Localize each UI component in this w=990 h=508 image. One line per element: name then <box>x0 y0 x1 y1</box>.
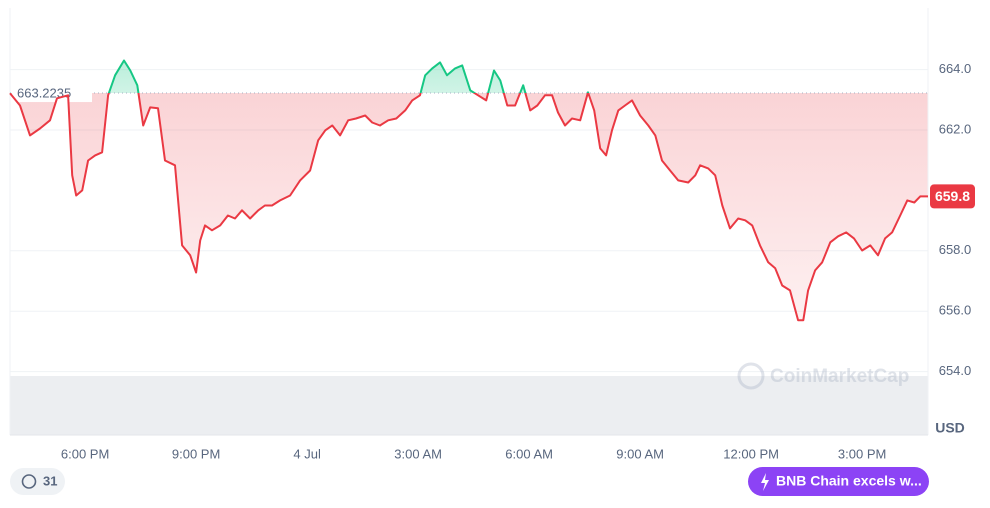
watermark: CoinMarketCap <box>737 362 909 390</box>
y-tick-label: 658.0 <box>939 242 972 257</box>
news-button[interactable]: BNB Chain excels w... <box>748 467 929 496</box>
baseline-label: 663.2235 <box>17 85 71 100</box>
baseline-label-bg <box>12 84 92 103</box>
area <box>10 60 928 321</box>
price-line <box>9 59 928 322</box>
history-pill[interactable] <box>10 468 65 495</box>
y-tick-label: 654.0 <box>939 363 972 378</box>
history-icon <box>21 474 37 489</box>
price-badge-text: 659.8 <box>935 188 970 204</box>
x-tick-label: 6:00 AM <box>505 446 553 461</box>
x-tick-label: 3:00 PM <box>838 446 886 461</box>
news-icon <box>761 473 769 491</box>
y-tick-label: 664.0 <box>939 61 972 76</box>
price-badge <box>930 184 975 209</box>
watermark-text: CoinMarketCap <box>770 366 909 387</box>
y-tick-label: 656.0 <box>939 303 972 318</box>
history-count[interactable]: 31 <box>43 473 57 488</box>
volume-band <box>10 376 928 435</box>
news-text[interactable]: BNB Chain excels w... <box>776 473 922 489</box>
x-tick-label: 4 Jul <box>293 446 321 461</box>
x-tick-label: 9:00 AM <box>616 446 664 461</box>
unit-label: USD <box>935 420 965 436</box>
x-tick-label: 9:00 PM <box>172 446 220 461</box>
history-button[interactable]: 31 <box>10 468 65 495</box>
y-tick-label: 662.0 <box>939 121 972 136</box>
x-tick-label: 3:00 AM <box>394 446 442 461</box>
x-tick-label: 6:00 PM <box>61 446 109 461</box>
x-tick-label: 12:00 PM <box>723 446 779 461</box>
news-pill[interactable] <box>748 467 929 496</box>
